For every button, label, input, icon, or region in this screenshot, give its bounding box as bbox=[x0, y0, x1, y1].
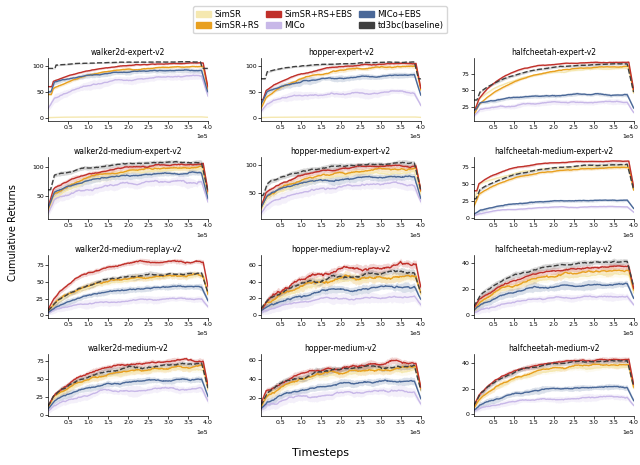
Title: walker2d-medium-replay-v2: walker2d-medium-replay-v2 bbox=[74, 246, 182, 254]
Text: 1e5: 1e5 bbox=[409, 134, 421, 139]
Legend: SimSR, SimSR+RS, SimSR+RS+EBS, MICo, MICo+EBS, td3bc(baseline): SimSR, SimSR+RS, SimSR+RS+EBS, MICo, MIC… bbox=[193, 7, 447, 33]
Title: halfcheetah-medium-replay-v2: halfcheetah-medium-replay-v2 bbox=[495, 246, 612, 254]
Title: hopper-expert-v2: hopper-expert-v2 bbox=[308, 48, 374, 57]
Title: hopper-medium-v2: hopper-medium-v2 bbox=[305, 344, 377, 353]
Title: halfcheetah-medium-expert-v2: halfcheetah-medium-expert-v2 bbox=[494, 147, 613, 156]
Text: 1e5: 1e5 bbox=[409, 233, 421, 238]
Title: hopper-medium-expert-v2: hopper-medium-expert-v2 bbox=[291, 147, 391, 156]
Text: 1e5: 1e5 bbox=[196, 134, 208, 139]
Text: 1e5: 1e5 bbox=[196, 332, 208, 336]
Text: 1e5: 1e5 bbox=[196, 233, 208, 238]
Title: walker2d-medium-v2: walker2d-medium-v2 bbox=[88, 344, 168, 353]
Title: walker2d-expert-v2: walker2d-expert-v2 bbox=[91, 48, 165, 57]
Text: 1e5: 1e5 bbox=[622, 430, 634, 435]
Title: walker2d-medium-expert-v2: walker2d-medium-expert-v2 bbox=[74, 147, 182, 156]
Text: 1e5: 1e5 bbox=[409, 430, 421, 435]
Text: Cumulative Returns: Cumulative Returns bbox=[8, 184, 18, 281]
Text: 1e5: 1e5 bbox=[622, 134, 634, 139]
Text: 1e5: 1e5 bbox=[622, 233, 634, 238]
Title: halfcheetah-expert-v2: halfcheetah-expert-v2 bbox=[511, 48, 596, 57]
Text: Timesteps: Timesteps bbox=[291, 448, 349, 458]
Text: 1e5: 1e5 bbox=[409, 332, 421, 336]
Text: 1e5: 1e5 bbox=[196, 430, 208, 435]
Title: hopper-medium-replay-v2: hopper-medium-replay-v2 bbox=[291, 246, 390, 254]
Text: 1e5: 1e5 bbox=[622, 332, 634, 336]
Title: halfcheetah-medium-v2: halfcheetah-medium-v2 bbox=[508, 344, 599, 353]
